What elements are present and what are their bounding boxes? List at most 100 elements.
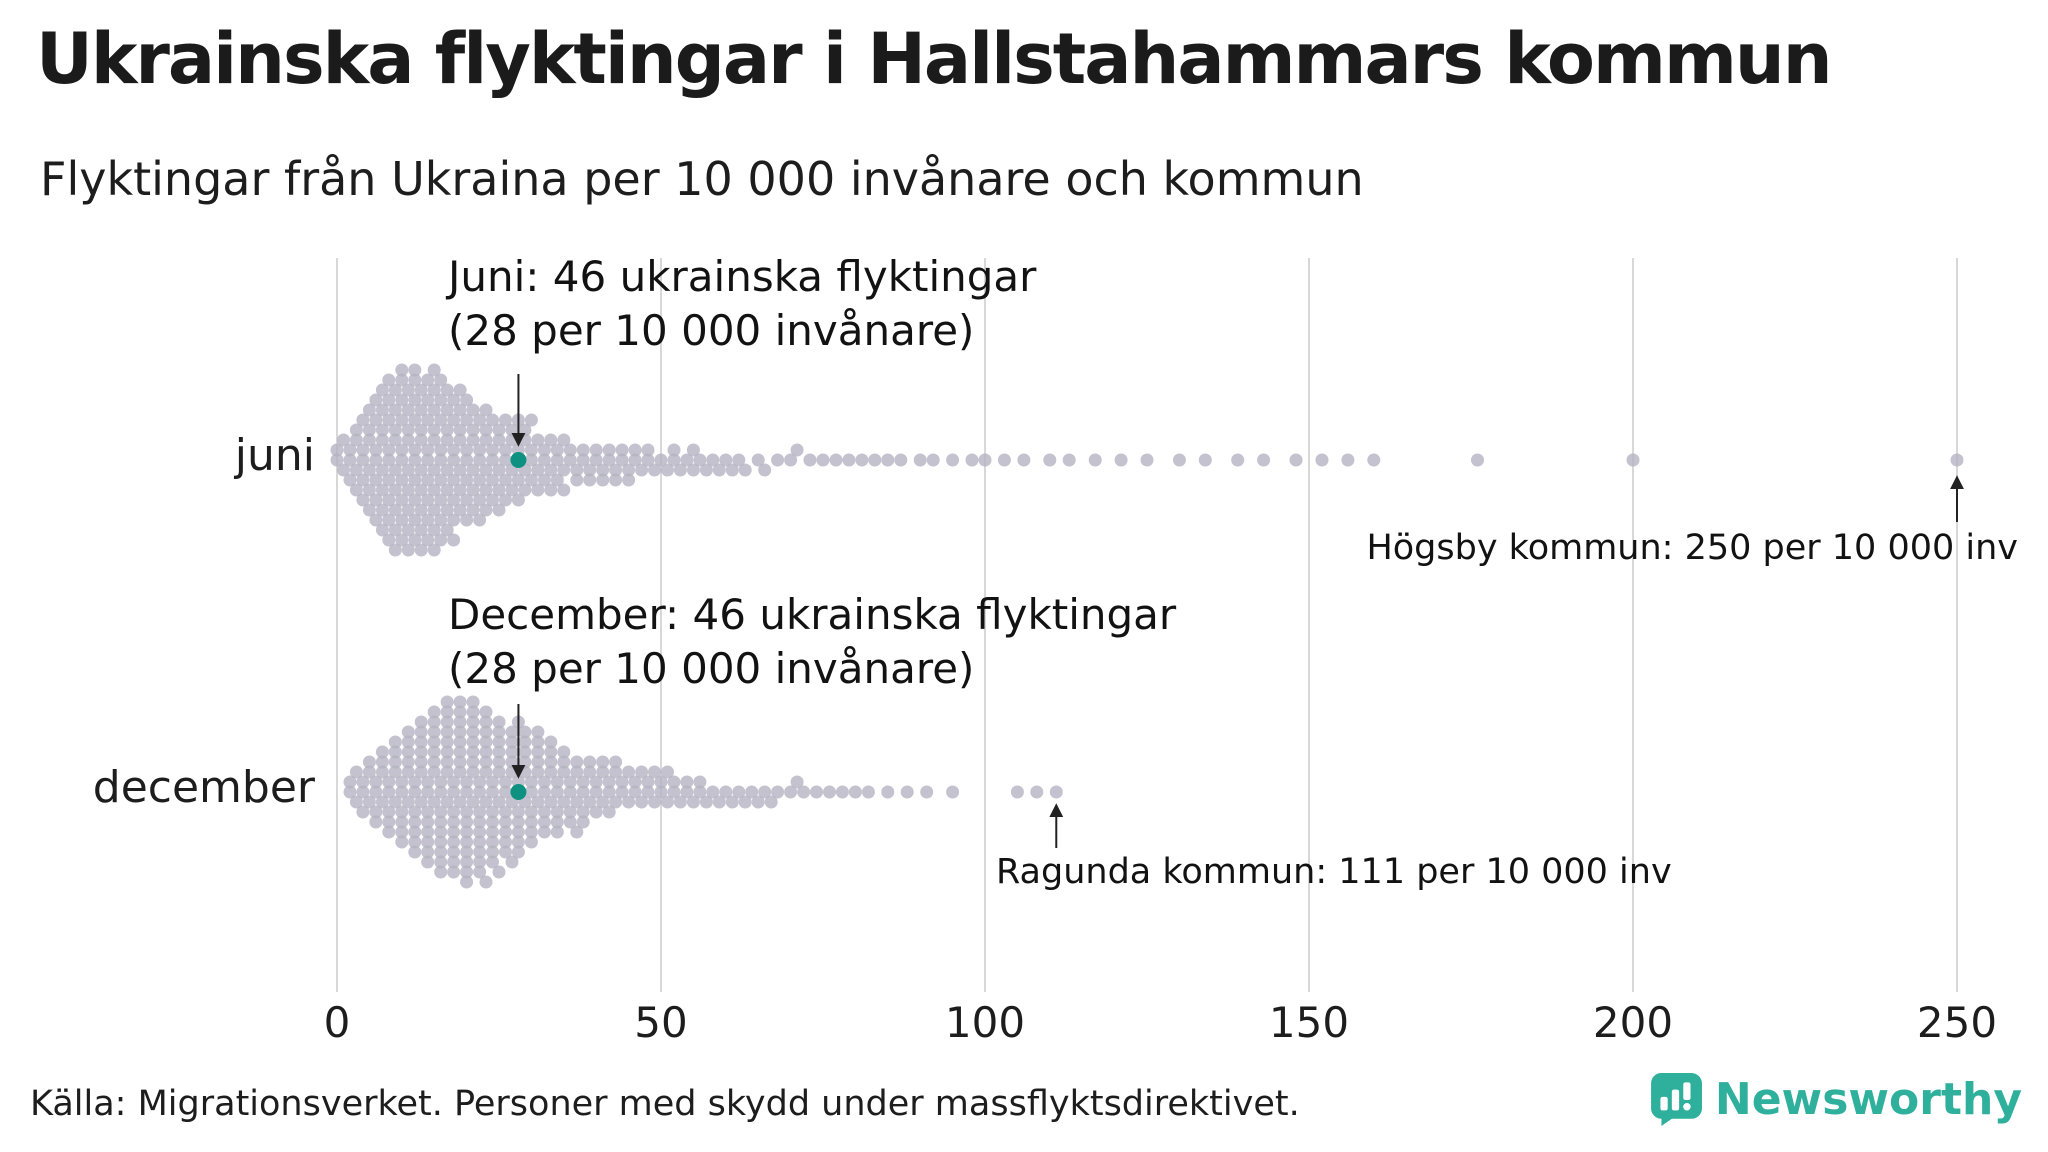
data-point	[460, 825, 474, 839]
data-point	[408, 805, 422, 819]
data-point	[667, 443, 681, 457]
data-point	[479, 705, 493, 719]
data-point	[492, 463, 506, 477]
data-point	[609, 473, 623, 487]
newsworthy-logo: Newsworthy	[1649, 1072, 2022, 1126]
data-point	[395, 453, 409, 467]
data-point	[654, 775, 668, 789]
data-point	[440, 725, 454, 739]
data-point	[524, 785, 538, 799]
data-point	[427, 423, 441, 437]
data-point	[719, 453, 733, 467]
data-point	[479, 503, 493, 517]
data-point	[635, 795, 649, 809]
data-point	[414, 383, 428, 397]
data-point	[602, 775, 616, 789]
data-point	[427, 363, 441, 377]
data-point	[421, 413, 435, 427]
data-point	[524, 443, 538, 457]
data-point	[900, 785, 914, 799]
data-point	[505, 483, 519, 497]
data-point	[421, 835, 435, 849]
data-point	[602, 805, 616, 819]
data-point	[427, 433, 441, 447]
data-point	[382, 533, 396, 547]
data-point	[460, 393, 474, 407]
data-point	[434, 785, 448, 799]
data-point	[369, 805, 383, 819]
data-point	[926, 453, 940, 467]
data-point	[453, 463, 467, 477]
data-point	[492, 795, 506, 809]
data-point	[920, 785, 934, 799]
data-point	[395, 413, 409, 427]
data-point	[369, 473, 383, 487]
data-point	[440, 795, 454, 809]
data-point	[557, 755, 571, 769]
data-point	[589, 443, 603, 457]
data-point	[466, 483, 480, 497]
data-point	[784, 785, 798, 799]
annotation-hogsby: Högsby kommun: 250 per 10 000 inv	[1366, 528, 2018, 568]
data-point	[414, 483, 428, 497]
data-point	[499, 775, 512, 789]
data-point	[609, 795, 623, 809]
data-point	[395, 393, 409, 407]
data-point	[382, 393, 396, 407]
data-point	[427, 795, 441, 809]
source-note: Källa: Migrationsverket. Personer med sk…	[30, 1084, 1300, 1124]
data-point	[1062, 453, 1076, 467]
data-point	[524, 825, 538, 839]
data-point	[447, 845, 461, 859]
data-point	[499, 443, 512, 457]
data-point	[628, 443, 642, 457]
data-point	[537, 825, 551, 839]
data-point	[615, 775, 629, 789]
data-point	[453, 795, 467, 809]
data-point	[712, 463, 726, 477]
data-point	[499, 825, 512, 839]
data-point	[434, 835, 448, 849]
data-point	[583, 463, 597, 477]
data-point	[499, 815, 512, 829]
data-point	[401, 765, 415, 779]
data-point	[401, 543, 415, 557]
data-point	[395, 443, 409, 457]
data-point	[537, 775, 551, 789]
data-point	[797, 785, 811, 799]
data-point	[667, 453, 681, 467]
data-point	[771, 453, 785, 467]
data-point	[414, 735, 428, 749]
data-point	[421, 805, 435, 819]
data-point	[1471, 453, 1484, 467]
data-point	[408, 785, 422, 799]
data-point	[537, 453, 551, 467]
data-point	[382, 815, 396, 829]
data-point	[408, 373, 422, 387]
data-point	[395, 513, 409, 527]
data-point	[447, 815, 461, 829]
data-point	[790, 775, 804, 789]
data-point	[414, 725, 428, 739]
data-point	[382, 513, 396, 527]
data-point	[362, 423, 376, 437]
data-point	[382, 443, 396, 457]
data-point	[388, 735, 402, 749]
data-point	[589, 453, 603, 467]
data-point	[511, 825, 525, 839]
data-point	[479, 483, 493, 497]
data-point	[375, 463, 389, 477]
data-point	[479, 463, 493, 477]
data-point	[382, 785, 396, 799]
data-point	[544, 735, 558, 749]
data-point	[440, 403, 454, 417]
data-point	[434, 845, 448, 859]
data-point	[375, 483, 389, 497]
data-point	[356, 443, 370, 457]
data-point	[427, 735, 441, 749]
data-point	[499, 453, 512, 467]
data-point	[531, 745, 545, 759]
data-point	[583, 755, 597, 769]
data-point	[466, 795, 480, 809]
data-point	[486, 453, 499, 467]
